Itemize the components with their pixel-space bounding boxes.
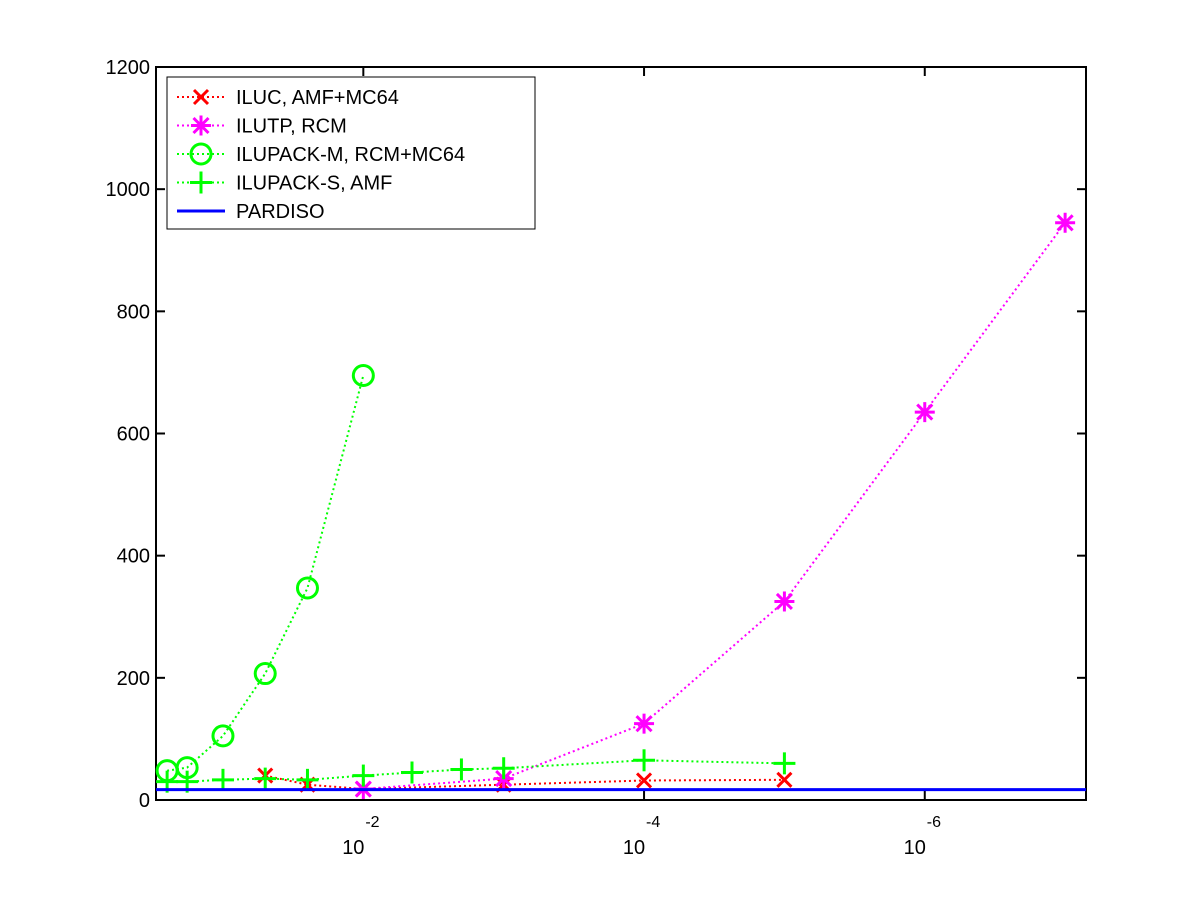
legend-marker [190,171,212,194]
data-point [635,772,653,789]
data-point [914,402,935,423]
y-tick-label: 1000 [106,179,151,201]
series-3 [156,749,796,793]
x-tick-exponent: -2 [365,814,379,831]
legend-entry: PARDISO [177,201,325,223]
y-tick-label: 800 [117,301,150,323]
data-point [211,768,234,791]
y-tick-label: 1200 [106,57,151,79]
legend-label: ILUPACK-S, AMF [236,173,392,195]
y-tick-label: 200 [117,668,150,690]
legend-label: ILUPACK-M, RCM+MC64 [236,144,465,166]
data-point [351,363,375,387]
x-tick-base: 10 [342,837,364,859]
x-tick-base: 10 [623,837,645,859]
data-point [296,768,319,791]
legend-marker [191,115,211,136]
data-point [774,591,795,612]
data-point [633,749,656,772]
data-point [253,662,277,686]
legend-entry: ILUPACK-M, RCM+MC64 [177,142,465,166]
x-tick-base: 10 [904,837,926,859]
legend-marker [192,88,210,106]
y-axis: 0 200 400 600 800 1000 1200 [106,57,1086,812]
legend-label: ILUTP, RCM [236,116,347,138]
data-point [450,758,473,781]
data-point [254,767,277,790]
x-tick-exponent: -4 [646,814,660,831]
data-point [401,761,424,784]
data-point [634,713,655,734]
y-tick-label: 0 [139,790,150,812]
legend-entry: ILUPACK-S, AMF [177,171,392,195]
data-point [492,757,515,780]
legend-entry: ILUC, AMF+MC64 [177,87,399,109]
series-line [264,774,785,791]
series-line [166,375,365,772]
legend-marker [189,142,213,166]
legend: ILUC, AMF+MC64 ILUTP, RCM ILUPACK-M, RCM+M… [166,76,536,230]
x-axis: -210-410-610 [342,67,941,859]
data-point [211,724,235,748]
data-point [352,764,375,787]
data-point [773,752,796,775]
legend-entry: ILUTP, RCM [177,115,347,138]
legend-box [166,76,536,230]
y-tick-label: 600 [117,424,150,446]
x-tick-exponent: -6 [927,814,941,831]
legend-label: ILUC, AMF+MC64 [236,87,399,109]
data-point [295,576,319,600]
data-point [776,771,793,788]
y-tick-label: 400 [117,546,150,568]
series-2 [155,363,375,783]
series-layer [155,212,1086,800]
legend-label: PARDISO [236,201,325,223]
data-point [1055,212,1076,233]
